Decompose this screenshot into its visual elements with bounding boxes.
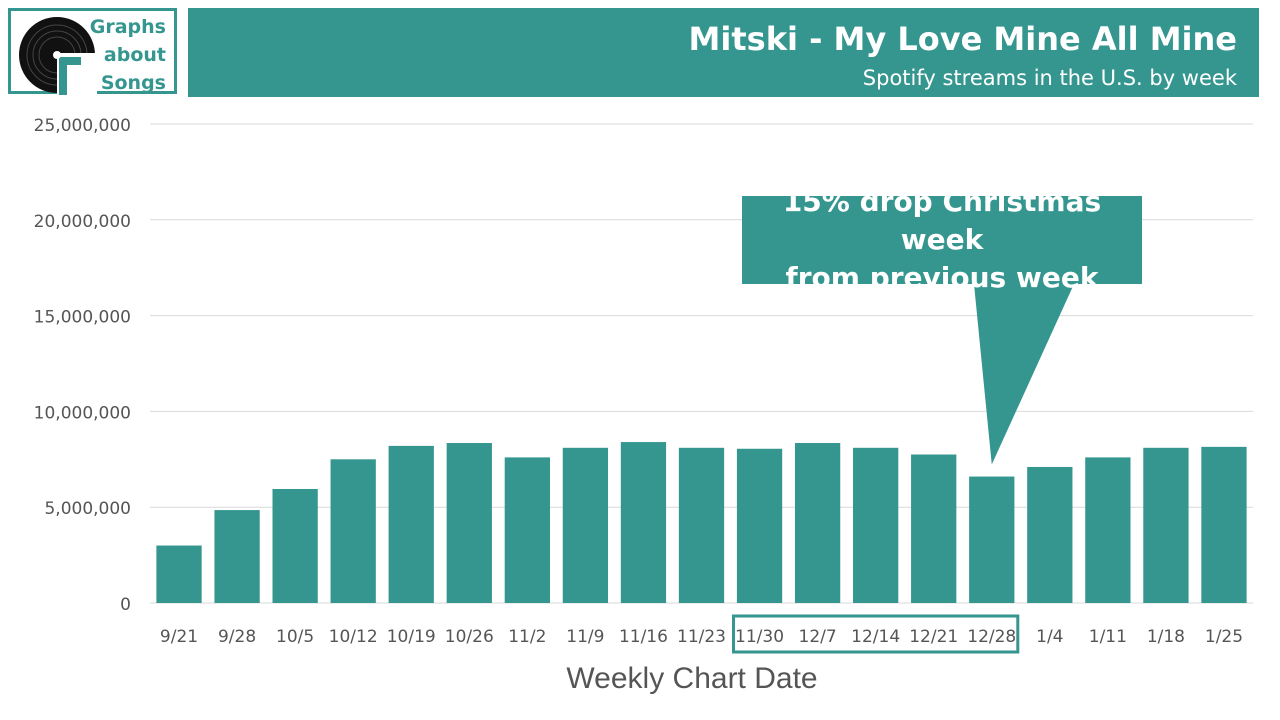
vinyl-record-icon — [19, 17, 97, 95]
logo-line-3: Songs — [100, 72, 166, 94]
y-axis-ticks: 0 5,000,000 10,000,000 15,000,000 20,000,000… — [34, 116, 131, 615]
bar-11-2 — [504, 457, 550, 603]
bar-9-28 — [214, 510, 260, 603]
y-tick-label: 20,000,000 — [34, 212, 131, 232]
callout-bubble — [742, 196, 1142, 465]
x-tick-label: 1/4 — [1036, 627, 1063, 647]
bar-1-4 — [1027, 466, 1073, 603]
bar-11-23 — [678, 447, 725, 603]
y-tick-label: 15,000,000 — [34, 308, 131, 328]
x-tick-label: 9/21 — [160, 627, 198, 647]
y-tick-label: 0 — [120, 595, 131, 615]
chart-subtitle: Spotify streams in the U.S. by week — [862, 66, 1237, 90]
bar-1-18 — [1143, 447, 1189, 603]
bar-10-12 — [330, 459, 376, 603]
callout-line-2: from previous week — [785, 261, 1099, 294]
x-tick-label: 12/28 — [967, 627, 1016, 647]
x-axis-ticks: 9/21 9/28 10/5 10/12 10/19 10/26 11/2 11/9 11/16… — [160, 627, 1243, 647]
y-tick-label: 10,000,000 — [34, 403, 131, 423]
bar-12-21 — [911, 454, 957, 603]
x-tick-label: 10/26 — [445, 627, 494, 647]
bar-12-28 — [969, 476, 1015, 603]
chart-title: Mitski - My Love Mine All Mine — [688, 20, 1237, 58]
x-tick-label: 10/12 — [329, 627, 378, 647]
bar-11-30 — [736, 448, 783, 603]
x-tick-label: 11/30 — [735, 627, 784, 647]
bars — [156, 442, 1247, 603]
y-tick-label: 5,000,000 — [44, 499, 131, 519]
x-tick-label: 12/14 — [851, 627, 900, 647]
x-tick-label: 1/11 — [1089, 627, 1127, 647]
x-tick-label: 1/25 — [1205, 627, 1243, 647]
logo-line-1: Graphs — [89, 16, 166, 38]
bar-10-26 — [446, 443, 492, 603]
x-tick-label: 12/21 — [909, 627, 958, 647]
logo-line-2: about — [103, 44, 166, 66]
logo: Graphs about Songs — [8, 8, 177, 97]
bar-11-16 — [620, 442, 667, 603]
y-tick-label: 25,000,000 — [34, 116, 131, 136]
x-axis-label: Weekly Chart Date — [566, 662, 818, 695]
x-tick-label: 10/19 — [387, 627, 436, 647]
callout-line-1: 15% drop Christmas week — [782, 185, 1102, 256]
x-tick-label: 11/23 — [677, 627, 726, 647]
x-tick-label: 11/16 — [619, 627, 668, 647]
bar-9-21 — [156, 545, 202, 603]
callout-text: 15% drop Christmas week from previous we… — [742, 185, 1142, 294]
title-banner: Mitski - My Love Mine All Mine Spotify s… — [188, 8, 1259, 97]
x-tick-label: 10/5 — [276, 627, 314, 647]
bar-12-14 — [853, 447, 899, 603]
x-tick-label: 9/28 — [218, 627, 256, 647]
x-tick-label: 1/18 — [1147, 627, 1185, 647]
bar-11-9 — [562, 447, 609, 603]
x-tick-label: 11/9 — [566, 627, 604, 647]
bar-12-7 — [794, 443, 841, 603]
bar-1-11 — [1085, 457, 1131, 603]
x-tick-label: 11/2 — [508, 627, 546, 647]
x-tick-label: 12/7 — [799, 627, 837, 647]
bar-1-25 — [1201, 446, 1247, 603]
bar-10-5 — [272, 488, 318, 603]
logo-text: Graphs about Songs — [90, 13, 166, 97]
highlight-box — [732, 614, 1020, 654]
bar-10-19 — [388, 445, 434, 603]
